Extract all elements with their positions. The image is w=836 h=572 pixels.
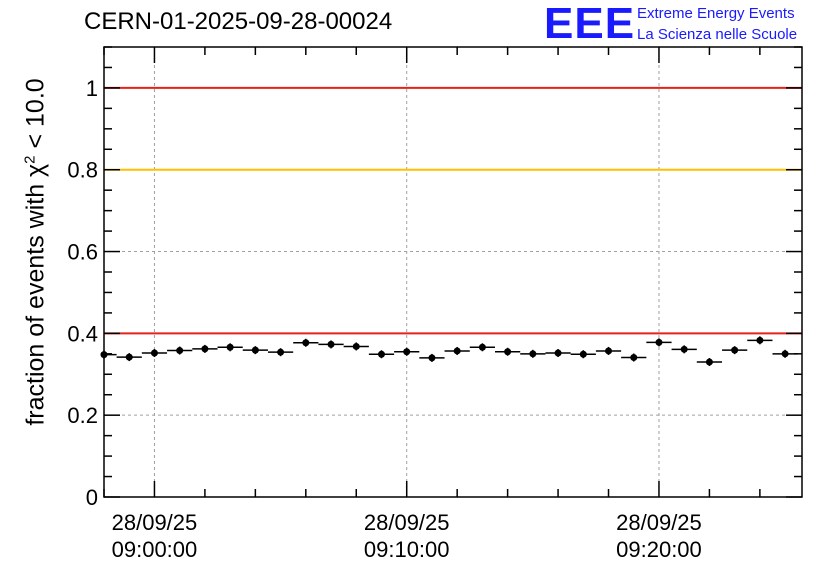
- data-point: [621, 353, 647, 362]
- point-marker: [201, 345, 209, 353]
- axis-ticks: [103, 46, 802, 498]
- point-marker: [554, 349, 562, 357]
- point-marker: [731, 346, 739, 354]
- x-tick-date-1: 28/09/25: [364, 510, 450, 535]
- point-marker: [150, 349, 158, 357]
- point-marker: [781, 350, 789, 358]
- reference-lines: [104, 86, 802, 335]
- point-marker: [605, 347, 613, 355]
- data-point: [217, 343, 243, 352]
- data-point: [318, 340, 344, 349]
- point-marker: [352, 342, 360, 350]
- point-marker: [504, 348, 512, 356]
- data-point: [419, 353, 445, 362]
- x-tick-date-2: 28/09/25: [616, 510, 702, 535]
- data-point: [192, 344, 218, 353]
- point-marker: [428, 354, 436, 362]
- data-point: [469, 343, 496, 352]
- point-marker: [277, 348, 285, 356]
- data-point: [267, 348, 294, 357]
- data-point: [242, 346, 268, 355]
- point-marker: [756, 336, 764, 344]
- y-tick-label-4: 0.8: [67, 158, 98, 183]
- data-point: [141, 349, 168, 357]
- point-marker: [630, 354, 638, 361]
- data-point: [343, 342, 369, 351]
- point-marker: [655, 338, 663, 346]
- data-point: [747, 336, 773, 345]
- x-tick-date-0: 28/09/25: [112, 510, 198, 535]
- data-point: [100, 350, 117, 359]
- point-marker: [579, 350, 587, 358]
- y-tick-label-1: 0.2: [67, 403, 98, 428]
- point-marker: [403, 348, 411, 356]
- point-marker: [226, 343, 234, 351]
- data-point: [595, 346, 622, 355]
- logo-line-1: Extreme Energy Events: [637, 5, 795, 22]
- y-axis-label: fraction of events with χ2 < 10.0: [21, 78, 50, 425]
- point-marker: [125, 353, 133, 361]
- point-marker: [251, 346, 259, 354]
- y-label-chi: χ: [21, 163, 50, 177]
- data-point: [368, 350, 395, 359]
- point-marker: [327, 340, 335, 348]
- y-tick-label-2: 0.4: [67, 321, 98, 346]
- x-tick-time-2: 09:20:00: [616, 537, 702, 562]
- data-point: [570, 350, 596, 359]
- data-point: [394, 347, 420, 356]
- y-tick-label-3: 0.6: [67, 240, 98, 265]
- grid: [104, 47, 802, 497]
- data-point: [646, 338, 672, 347]
- data-point: [671, 345, 697, 354]
- data-point: [495, 347, 521, 356]
- eee-logo: EEE: [544, 0, 636, 48]
- point-marker: [529, 350, 537, 358]
- point-marker: [302, 339, 310, 347]
- data-point: [696, 358, 723, 366]
- plot-frame: [103, 46, 803, 498]
- logo-line-2: La Scienza nelle Scuole: [637, 26, 798, 43]
- chart-title: CERN-01-2025-09-28-00024: [84, 8, 393, 35]
- tick-labels: 00.20.40.60.8128/09/2509:00:0028/09/2509…: [67, 76, 701, 562]
- y-label-suffix: < 10.0: [21, 78, 50, 156]
- logo-caption: Extreme Energy Events La Scienza nelle S…: [637, 3, 797, 45]
- point-marker: [176, 347, 184, 355]
- y-tick-label-5: 1: [86, 76, 98, 101]
- data-points: [100, 336, 798, 366]
- point-marker: [705, 358, 713, 366]
- data-point: [444, 346, 470, 355]
- data-point: [722, 346, 748, 355]
- data-point: [116, 353, 142, 362]
- point-marker: [377, 350, 385, 358]
- point-marker: [680, 345, 688, 353]
- data-point: [293, 338, 319, 347]
- data-point: [772, 349, 798, 358]
- data-point: [545, 349, 571, 357]
- x-tick-time-0: 09:00:00: [112, 537, 198, 562]
- y-label-exponent: 2: [21, 155, 39, 164]
- y-label-prefix: fraction of events with: [21, 176, 50, 426]
- x-tick-time-1: 09:10:00: [364, 537, 450, 562]
- data-point: [520, 349, 546, 358]
- point-marker: [453, 347, 461, 355]
- data-point: [167, 346, 193, 355]
- y-tick-label-0: 0: [86, 485, 98, 510]
- point-marker: [478, 343, 486, 351]
